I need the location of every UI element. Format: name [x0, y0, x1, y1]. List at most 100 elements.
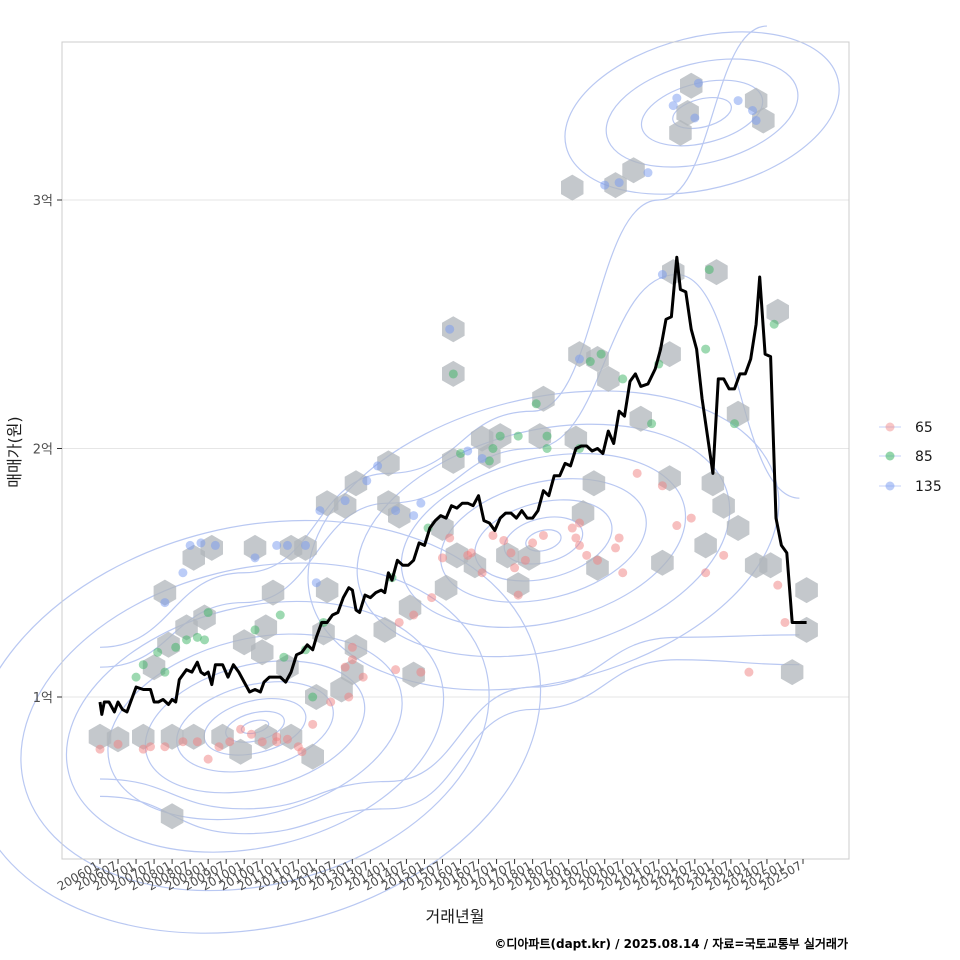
hexbin — [229, 738, 252, 765]
contour-ring-19 — [605, 58, 799, 168]
contour-ring-13 — [439, 478, 647, 603]
contour-ring-20 — [564, 31, 840, 195]
hexbin — [622, 157, 645, 184]
hexbin — [344, 470, 368, 497]
hexbin — [160, 803, 184, 830]
hexbin — [759, 552, 782, 579]
point-85 — [542, 444, 552, 453]
point-85 — [279, 652, 289, 662]
legend-label-135: 135 — [915, 479, 942, 495]
point-65 — [178, 737, 188, 747]
point-135 — [600, 180, 610, 190]
point-65 — [391, 665, 401, 675]
point-135 — [185, 540, 195, 550]
point-135 — [340, 496, 350, 506]
point-65 — [308, 719, 318, 729]
hexbin — [142, 654, 166, 681]
point-135 — [751, 115, 761, 125]
point-85 — [200, 635, 210, 645]
point-135 — [748, 106, 758, 116]
point-65 — [347, 642, 357, 652]
hexbin — [561, 174, 584, 201]
point-65 — [344, 692, 354, 702]
contour-ring-5 — [144, 660, 366, 794]
point-65 — [657, 481, 667, 491]
legend-key-65 — [885, 422, 895, 432]
point-65 — [445, 533, 455, 543]
contour-sweep-4 — [99, 634, 800, 810]
hexbin — [658, 341, 681, 368]
point-65 — [297, 747, 307, 757]
hexbin — [651, 549, 674, 576]
contour-ring-17 — [672, 97, 732, 130]
point-65 — [358, 672, 368, 682]
point-85 — [250, 625, 260, 635]
legend-key-135 — [885, 481, 895, 491]
contour-ring-7 — [65, 600, 445, 853]
point-65 — [571, 533, 581, 543]
point-65 — [416, 667, 426, 677]
hexbin — [434, 574, 458, 601]
point-85 — [182, 635, 192, 645]
point-135 — [668, 101, 678, 111]
point-135 — [160, 598, 170, 608]
point-85 — [542, 431, 552, 441]
point-65 — [477, 568, 487, 578]
contour-ring-10 — [525, 529, 562, 552]
hexbin — [712, 492, 735, 519]
point-65 — [513, 590, 523, 600]
point-65 — [528, 538, 538, 548]
point-65 — [394, 617, 404, 627]
point-135 — [416, 498, 426, 508]
point-85 — [596, 349, 606, 359]
x-axis-title: 거래년월 — [426, 907, 485, 926]
hexbin — [568, 341, 591, 368]
point-65 — [506, 548, 516, 558]
x-axis: 2006012006072007012007072008012008072009… — [55, 858, 805, 893]
contour-ring-8 — [20, 562, 490, 892]
point-65 — [488, 530, 498, 540]
point-135 — [574, 354, 584, 364]
y-axis-title: 매매가(원) — [5, 416, 24, 487]
point-65 — [780, 617, 790, 627]
point-65 — [499, 535, 509, 545]
hexbin — [261, 579, 285, 606]
point-135 — [272, 540, 282, 550]
point-85 — [131, 672, 141, 682]
contour-ring-9 — [0, 519, 542, 934]
hexbin — [506, 572, 530, 599]
source-caption: ©디아파트(dapt.kr) / 2025.08.14 / 자료=국토교통부 실… — [494, 936, 848, 951]
point-135 — [614, 178, 624, 188]
point-65 — [582, 550, 592, 560]
hexbin — [333, 492, 357, 519]
point-85 — [153, 647, 163, 657]
point-65 — [326, 697, 336, 707]
point-85 — [484, 456, 494, 466]
point-135 — [178, 568, 188, 578]
point-85 — [308, 692, 318, 702]
point-65 — [409, 610, 419, 620]
hexbin — [582, 470, 606, 497]
point-65 — [538, 530, 548, 540]
y-axis: 1억 2억 3억 — [33, 194, 62, 706]
point-65 — [672, 521, 682, 531]
point-65 — [632, 468, 642, 478]
point-85 — [730, 419, 740, 429]
hexbin — [795, 577, 818, 604]
point-65 — [567, 523, 577, 533]
hexbin — [182, 544, 205, 571]
point-135 — [250, 553, 260, 563]
point-135 — [693, 78, 703, 88]
point-135 — [373, 461, 383, 471]
point-65 — [618, 568, 628, 578]
point-65 — [113, 739, 123, 749]
point-65 — [520, 555, 530, 565]
legend: 65 85 135 — [879, 420, 942, 495]
y-tick-label-1: 1억 — [33, 691, 53, 706]
point-85 — [275, 610, 285, 620]
point-65 — [95, 744, 105, 754]
point-135 — [690, 113, 700, 123]
point-65 — [347, 655, 357, 665]
point-65 — [437, 553, 447, 563]
hexbin — [232, 629, 256, 656]
